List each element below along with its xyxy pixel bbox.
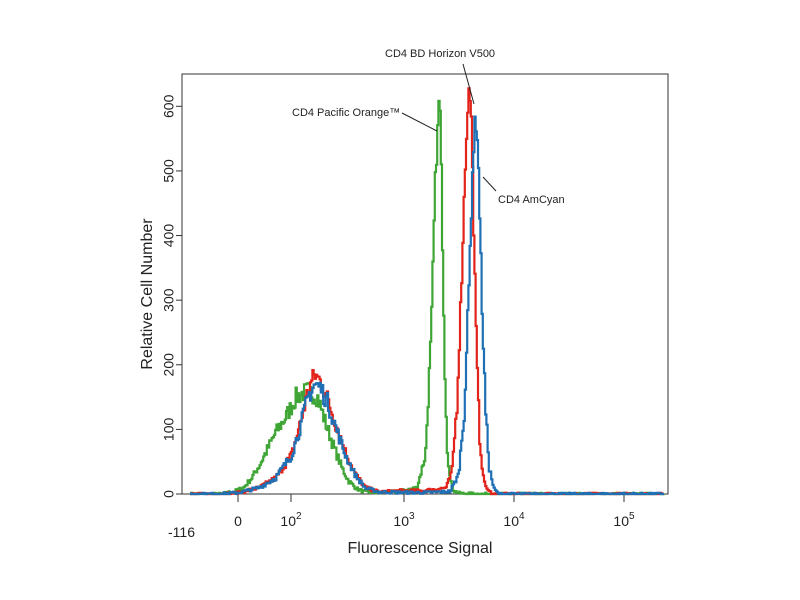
x-tick-label: 103 [393, 511, 415, 529]
series-annotation-label: CD4 BD Horizon V500 [385, 48, 495, 60]
annotation-leader [401, 112, 438, 132]
y-tick-label: 200 [161, 353, 177, 377]
series-annotation-label: CD4 AmCyan [498, 194, 565, 206]
plot-frame [181, 73, 669, 495]
annotation-leader [462, 63, 475, 105]
x-tick-label: 104 [503, 511, 525, 529]
y-axis: 0 100 200 300 400 500 600 [161, 94, 182, 498]
y-tick-label: 300 [161, 288, 177, 312]
y-tick-label: 0 [161, 490, 177, 498]
x-tick-label: 0 [234, 513, 242, 529]
y-tick-label: 100 [161, 417, 177, 441]
series-annotation-label: CD4 Pacific Orange™ [292, 107, 400, 119]
x-axis-title: Fluorescence Signal [348, 540, 493, 557]
x-tick-label: 105 [613, 511, 635, 529]
y-tick-label: 400 [161, 224, 177, 248]
y-axis-title: Relative Cell Number [139, 218, 156, 370]
annotation-leader [482, 176, 497, 192]
y-tick-label: 600 [161, 94, 177, 118]
curve-annotations: CD4 Pacific Orange™ CD4 BD Horizon V500 CD… [292, 48, 565, 206]
x-tick-label: 102 [280, 511, 302, 529]
x-axis: 0 102 103 104 105 [234, 494, 635, 529]
histogram-curves [190, 87, 666, 496]
y-tick-label: 500 [161, 159, 177, 183]
series-curve-1 [190, 99, 666, 496]
x-axis-min-label: -116 [168, 524, 195, 540]
series-curve-3 [190, 115, 664, 496]
